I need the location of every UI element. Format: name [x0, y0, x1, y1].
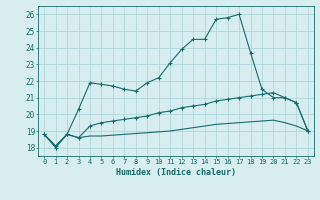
X-axis label: Humidex (Indice chaleur): Humidex (Indice chaleur): [116, 168, 236, 177]
